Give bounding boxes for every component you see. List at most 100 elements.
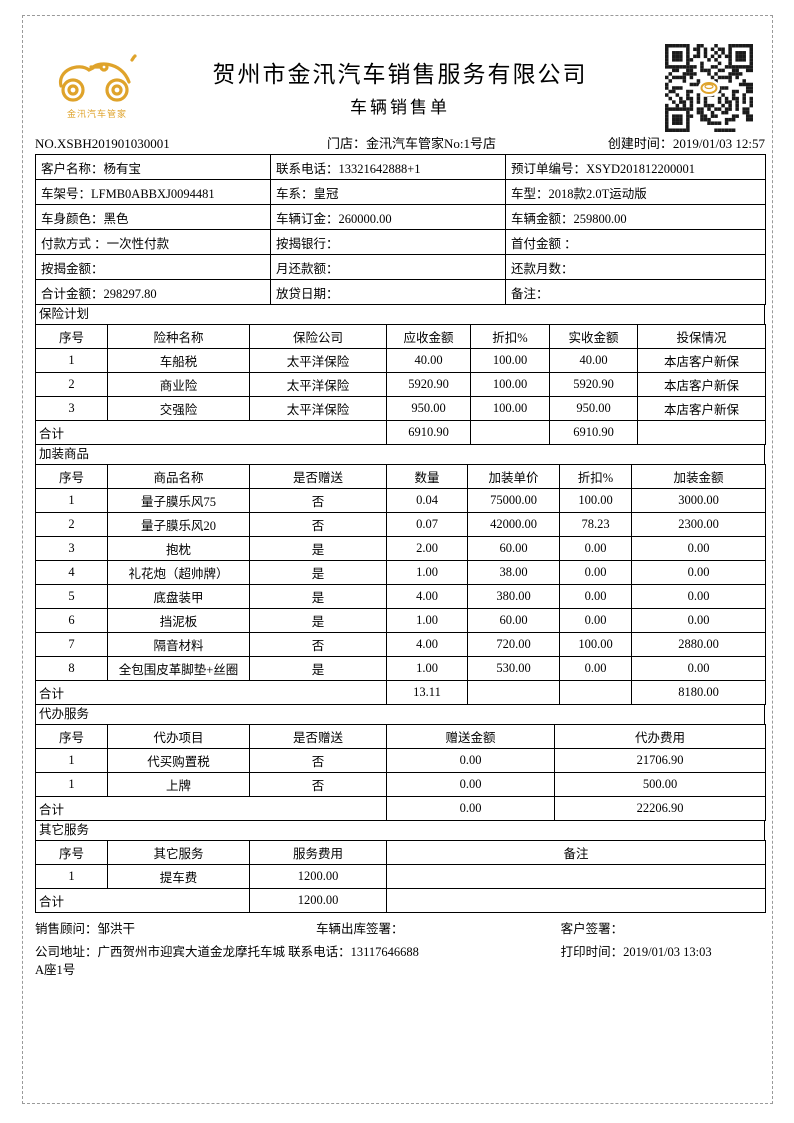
customer-cell: 按揭金额：: [35, 254, 271, 280]
order-number: NO.XSBH201901030001: [35, 136, 170, 151]
table-row: 8 全包围皮革脚垫+丝圈 是 1.00 530.00 0.00 0.00: [35, 656, 766, 681]
column-header: 折扣%: [470, 324, 550, 349]
cell: 1: [35, 864, 108, 889]
cell: 5: [35, 584, 108, 609]
column-header: 折扣%: [559, 464, 632, 489]
total-row: 合计 1200.00: [35, 888, 766, 913]
customer-cell: 车辆金额：259800.00: [505, 204, 766, 230]
cell: 隔音材料: [107, 632, 250, 657]
cell: 是: [249, 656, 387, 681]
cell: 否: [249, 488, 387, 513]
total-cell: 8180.00: [631, 680, 766, 705]
cell: 7: [35, 632, 108, 657]
table-row: 车架号：LFMB0ABBXJ0094481 车系：皇冠 车型：2018款2.0T…: [35, 179, 766, 205]
cell: 100.00: [470, 348, 550, 373]
column-header: 数量: [386, 464, 468, 489]
column-header: 实收金额: [549, 324, 638, 349]
cell: 本店客户新保: [637, 372, 766, 397]
column-header: 是否赠送: [249, 464, 387, 489]
column-header: 服务费用: [249, 840, 387, 865]
cell: 挡泥板: [107, 608, 250, 633]
agency-table: 序号 代办项目 是否赠送 赠送金额 代办费用 1 代买购置税 否 0.00 21…: [35, 724, 766, 821]
other-services-table: 序号 其它服务 服务费用 备注 1 提车费 1200.00 合计 1200.00: [35, 840, 766, 913]
table-row: 5 底盘装甲 是 4.00 380.00 0.00 0.00: [35, 584, 766, 609]
cell: 380.00: [467, 584, 560, 609]
column-header: 加装金额: [631, 464, 766, 489]
table-row: 客户名称：杨有宝 联系电话：13321642888+1 预订单编号：XSYD20…: [35, 154, 766, 180]
customer-cell: 首付金额 ：: [505, 229, 766, 255]
table-row: 2 商业险 太平洋保险 5920.90 100.00 5920.90 本店客户新…: [35, 372, 766, 397]
customer-cell: 联系电话：13321642888+1: [270, 154, 506, 180]
cell: 抱枕: [107, 536, 250, 561]
column-header: 加装单价: [467, 464, 560, 489]
cell: 0.07: [386, 512, 468, 537]
customer-cell: 车系：皇冠: [270, 179, 506, 205]
table-row: 3 抱枕 是 2.00 60.00 0.00 0.00: [35, 536, 766, 561]
total-cell: [470, 420, 550, 445]
table-row: 1 量子膜乐风75 否 0.04 75000.00 100.00 3000.00: [35, 488, 766, 513]
invoice-page: 金汛汽车管家 贺州市金汛汽车销售服务有限公司 车辆销售单 NO.XSBH2019…: [35, 44, 766, 979]
customer-cell: 合计金额：298297.80: [35, 279, 271, 305]
table-header-row: 序号 险种名称 保险公司 应收金额 折扣% 实收金额 投保情况: [35, 324, 766, 349]
cell: 1200.00: [249, 864, 387, 889]
logo-brand-text: 金汛汽车管家: [66, 109, 127, 119]
cell: 底盘装甲: [107, 584, 250, 609]
cell: 0.00: [386, 772, 555, 797]
cell: 上牌: [107, 772, 250, 797]
table-row: 按揭金额： 月还款额： 还款月数：: [35, 254, 766, 280]
cell: 0.00: [559, 656, 632, 681]
total-row: 合计 6910.90 6910.90: [35, 420, 766, 445]
cell: 60.00: [467, 608, 560, 633]
cell: 礼花炮（超帅牌）: [107, 560, 250, 585]
section-label-agency: 代办服务: [35, 705, 765, 724]
cell: 否: [249, 772, 387, 797]
cell: 1.00: [386, 656, 468, 681]
table-header-row: 序号 商品名称 是否赠送 数量 加装单价 折扣% 加装金额: [35, 464, 766, 489]
cell: 0.00: [631, 656, 766, 681]
customer-signature-label: 客户签署：: [560, 922, 624, 936]
insurance-table: 序号 险种名称 保险公司 应收金额 折扣% 实收金额 投保情况 1 车船税 太平…: [35, 324, 766, 445]
print-time: 打印时间：2019/01/03 13:03: [560, 945, 712, 959]
section-label-insurance: 保险计划: [35, 305, 765, 324]
column-header: 序号: [35, 724, 108, 749]
cell: 否: [249, 632, 387, 657]
table-row: 1 代买购置税 否 0.00 21706.90: [35, 748, 766, 773]
section-label-other: 其它服务: [35, 821, 765, 840]
total-label: 合计: [35, 888, 250, 913]
cell: 4.00: [386, 584, 468, 609]
total-cell: 22206.90: [554, 796, 766, 821]
cell: 是: [249, 560, 387, 585]
customer-cell: 客户名称：杨有宝: [35, 154, 271, 180]
cell: 0.00: [559, 560, 632, 585]
table-row: 2 量子膜乐风20 否 0.07 42000.00 78.23 2300.00: [35, 512, 766, 537]
cell: 太平洋保险: [249, 372, 387, 397]
cell: 2300.00: [631, 512, 766, 537]
doc-title: 车辆销售单: [350, 98, 450, 117]
cell: 是: [249, 536, 387, 561]
cell: 商业险: [107, 372, 250, 397]
customer-cell: 放贷日期：: [270, 279, 506, 305]
cell: 1.00: [386, 560, 468, 585]
company-address: 公司地址：广西贺州市迎宾大道金龙摩托车城 联系电话：13117646688: [35, 945, 419, 959]
cell: 5920.90: [386, 372, 471, 397]
signature-row: 销售顾问：邹洪干 车辆出库签署： 客户签署：: [35, 920, 765, 938]
customer-info-table: 客户名称：杨有宝 联系电话：13321642888+1 预订单编号：XSYD20…: [35, 154, 766, 305]
cell: 1.00: [386, 608, 468, 633]
cell: 太平洋保险: [249, 348, 387, 373]
cell: 4: [35, 560, 108, 585]
created-time: 创建时间：2019/01/03 12:57: [607, 136, 765, 151]
column-header: 序号: [35, 840, 108, 865]
cell: 0.00: [386, 748, 555, 773]
total-row: 合计 13.11 8180.00: [35, 680, 766, 705]
cell: 2.00: [386, 536, 468, 561]
cell: 2880.00: [631, 632, 766, 657]
column-header: 应收金额: [386, 324, 471, 349]
cell: 1: [35, 488, 108, 513]
cell: 0.00: [631, 536, 766, 561]
cell: 交强险: [107, 396, 250, 421]
table-row: 4 礼花炮（超帅牌） 是 1.00 38.00 0.00 0.00: [35, 560, 766, 585]
customer-cell: 车架号：LFMB0ABBXJ0094481: [35, 179, 271, 205]
column-header: 序号: [35, 324, 108, 349]
cell: 车船税: [107, 348, 250, 373]
cell: [386, 864, 766, 889]
